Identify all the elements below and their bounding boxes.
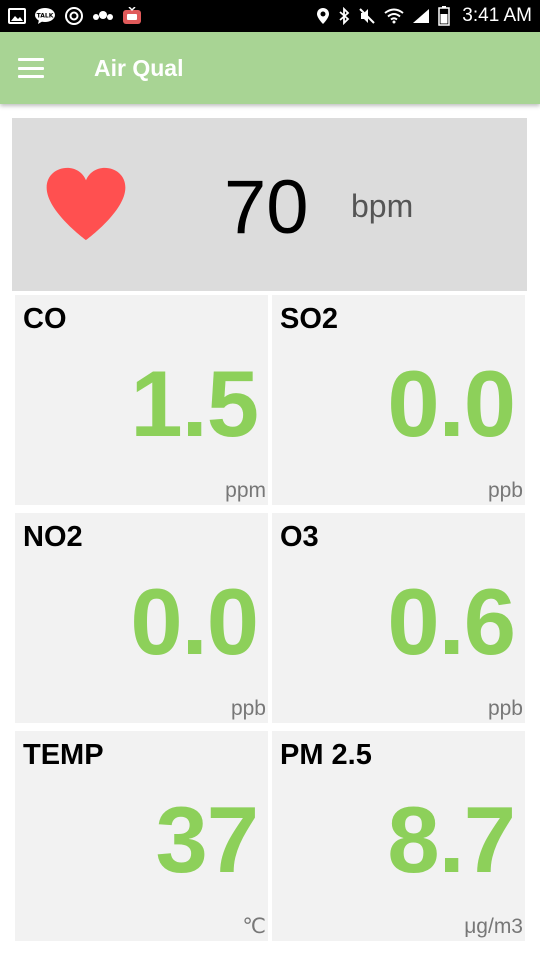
tile-no2: NO2 0.0 ppb: [15, 513, 268, 723]
cat-icon: [92, 9, 114, 23]
tile-temp: TEMP 37 ℃: [15, 731, 268, 941]
tile-pm25: PM 2.5 8.7 μg/m3: [272, 731, 525, 941]
tile-unit: μg/m3: [464, 915, 523, 938]
wifi-icon: [384, 8, 404, 24]
tile-value: 1.5: [130, 351, 259, 456]
tile-unit: ppb: [230, 697, 266, 720]
status-right-icons: 3:41 AM: [316, 5, 532, 27]
heart-icon: [46, 167, 126, 241]
location-icon: [316, 7, 330, 25]
tile-o3: O3 0.6 ppb: [272, 513, 525, 723]
heart-rate-value: 70: [224, 165, 309, 250]
status-time: 3:41 AM: [462, 5, 532, 26]
talk-icon: TALK: [34, 7, 56, 25]
tile-value: 0.0: [387, 351, 516, 456]
tile-so2: SO2 0.0 ppb: [272, 295, 525, 505]
image-icon: [8, 8, 26, 24]
tile-unit: ℃: [242, 915, 266, 938]
tile-label: SO2: [280, 303, 339, 335]
tile-unit: ppm: [225, 479, 266, 502]
tile-label: CO: [23, 303, 67, 335]
heart-rate-panel: 70 bpm: [12, 118, 527, 291]
status-left-icons: TALK: [8, 6, 142, 26]
tile-co: CO 1.5 ppm: [15, 295, 268, 505]
power-circle-icon: [64, 6, 84, 26]
tv-icon: [122, 7, 142, 25]
tile-value: 0.6: [387, 569, 516, 674]
app-title: Air Qual: [94, 54, 184, 81]
heart-rate-unit: bpm: [351, 188, 414, 224]
signal-icon: [412, 8, 430, 24]
tile-value: 37: [155, 787, 259, 892]
tile-label: PM 2.5: [280, 739, 372, 771]
tile-value: 8.7: [387, 787, 516, 892]
bluetooth-icon: [338, 7, 350, 25]
mute-icon: [358, 7, 376, 25]
tile-label: TEMP: [23, 739, 104, 771]
tile-unit: ppb: [487, 479, 523, 502]
menu-icon[interactable]: [18, 58, 44, 78]
tile-label: O3: [280, 521, 319, 553]
status-bar: TALK 3:41 AM: [0, 0, 540, 32]
battery-icon: [438, 6, 451, 26]
app-bar: Air Qual: [0, 32, 540, 104]
tile-unit: ppb: [487, 697, 523, 720]
svg-text:TALK: TALK: [37, 13, 54, 20]
tile-value: 0.0: [130, 569, 259, 674]
tile-label: NO2: [23, 521, 83, 553]
